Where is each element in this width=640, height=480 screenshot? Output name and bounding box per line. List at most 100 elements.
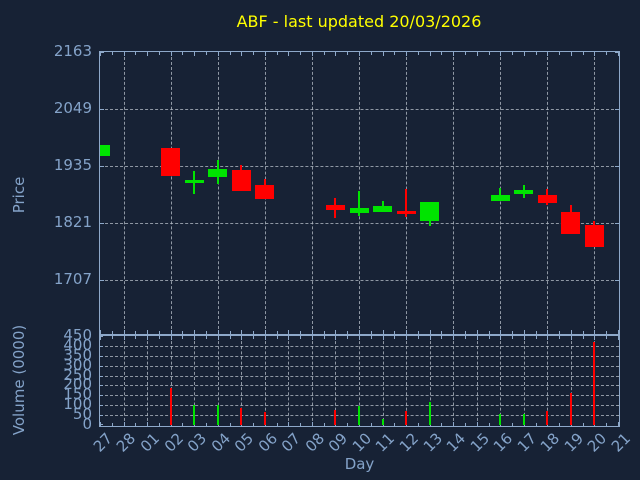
tick-mark bbox=[158, 423, 160, 426]
day-gridline bbox=[594, 52, 596, 334]
candle-body bbox=[561, 212, 580, 234]
day-tick-label: 15 bbox=[466, 429, 493, 456]
price-tick-label: 1821 bbox=[53, 213, 92, 231]
tick-mark bbox=[147, 52, 149, 56]
volume-bar bbox=[593, 341, 596, 425]
candle-body bbox=[514, 190, 533, 194]
tick-mark bbox=[170, 330, 172, 334]
day-gridline bbox=[170, 336, 172, 426]
tick-mark bbox=[170, 336, 172, 340]
tick-mark bbox=[100, 336, 103, 337]
day-gridline bbox=[311, 336, 313, 426]
tick-mark bbox=[535, 336, 537, 339]
tick-mark bbox=[253, 336, 255, 339]
tick-mark bbox=[570, 336, 572, 340]
day-gridline bbox=[523, 336, 525, 426]
tick-mark bbox=[582, 336, 584, 339]
tick-mark bbox=[359, 330, 360, 334]
tick-mark bbox=[288, 422, 290, 426]
day-gridline bbox=[147, 336, 149, 426]
tick-mark bbox=[194, 330, 196, 334]
tick-mark bbox=[253, 423, 255, 426]
tick-mark bbox=[158, 336, 160, 339]
tick-mark bbox=[347, 336, 349, 339]
tick-mark bbox=[182, 52, 184, 55]
tick-mark bbox=[205, 331, 207, 334]
day-gridline bbox=[123, 336, 125, 426]
day-gridline bbox=[570, 336, 572, 426]
tick-mark bbox=[347, 52, 349, 55]
day-tick-label: 12 bbox=[395, 429, 423, 456]
tick-mark bbox=[570, 330, 572, 334]
tick-mark bbox=[347, 423, 349, 426]
day-tick-label: 14 bbox=[442, 429, 470, 456]
tick-mark bbox=[615, 166, 619, 167]
volume-bar bbox=[334, 409, 337, 425]
chart-title: ABF - last updated 20/03/2026 bbox=[236, 12, 482, 31]
tick-mark bbox=[100, 345, 103, 347]
tick-mark bbox=[241, 336, 243, 340]
tick-mark bbox=[100, 415, 103, 417]
day-tick-label: 06 bbox=[254, 429, 281, 456]
volume-bar bbox=[381, 419, 384, 425]
tick-mark bbox=[618, 330, 619, 334]
tick-mark bbox=[441, 331, 443, 334]
day-tick-label: 17 bbox=[513, 429, 540, 456]
tick-mark bbox=[559, 331, 561, 334]
day-gridline bbox=[264, 336, 266, 426]
volume-bar bbox=[169, 388, 172, 425]
tick-mark bbox=[476, 336, 478, 340]
tick-mark bbox=[512, 336, 514, 339]
candle-body bbox=[232, 170, 251, 191]
tick-mark bbox=[615, 280, 619, 281]
day-gridline bbox=[500, 336, 502, 426]
tick-mark bbox=[500, 336, 502, 340]
tick-mark bbox=[429, 52, 431, 56]
day-gridline bbox=[170, 52, 172, 334]
volume-bar bbox=[358, 406, 360, 425]
candle-body bbox=[161, 148, 180, 176]
tick-mark bbox=[123, 330, 125, 334]
tick-mark bbox=[100, 355, 103, 357]
tick-mark bbox=[335, 330, 337, 334]
tick-mark bbox=[100, 365, 103, 367]
tick-mark bbox=[429, 330, 431, 334]
tick-mark bbox=[182, 423, 184, 426]
candle-body bbox=[185, 180, 204, 183]
day-tick-label: 21 bbox=[607, 429, 635, 456]
day-tick-label: 13 bbox=[419, 429, 446, 456]
tick-mark bbox=[253, 331, 255, 334]
tick-mark bbox=[394, 423, 396, 426]
tick-mark bbox=[241, 330, 243, 334]
tick-mark bbox=[618, 422, 619, 426]
tick-mark bbox=[453, 330, 455, 334]
tick-mark bbox=[615, 109, 619, 110]
candle-wick bbox=[405, 189, 408, 217]
tick-mark bbox=[100, 52, 104, 53]
volume-bar bbox=[405, 410, 408, 425]
tick-mark bbox=[606, 423, 608, 426]
price-panel bbox=[99, 51, 620, 335]
tick-mark bbox=[500, 330, 502, 334]
tick-mark bbox=[394, 52, 396, 55]
volume-tick-label: 100 bbox=[63, 395, 92, 414]
day-gridline bbox=[359, 336, 360, 426]
volume-bar bbox=[546, 410, 549, 425]
tick-mark bbox=[535, 331, 537, 334]
tick-mark bbox=[382, 336, 384, 340]
candle-body bbox=[420, 202, 439, 221]
volume-tick-label: 150 bbox=[63, 385, 92, 404]
day-tick-label: 05 bbox=[231, 429, 258, 456]
tick-mark bbox=[311, 336, 313, 340]
tick-mark bbox=[453, 52, 455, 56]
tick-mark bbox=[217, 330, 219, 334]
tick-mark bbox=[158, 331, 160, 334]
volume-axis-label: Volume (0000) bbox=[10, 324, 28, 436]
tick-mark bbox=[100, 405, 103, 407]
tick-mark bbox=[618, 52, 619, 56]
tick-mark bbox=[417, 423, 419, 426]
tick-mark bbox=[594, 330, 596, 334]
tick-mark bbox=[382, 330, 384, 334]
volume-bar bbox=[499, 413, 502, 425]
tick-mark bbox=[417, 336, 419, 339]
